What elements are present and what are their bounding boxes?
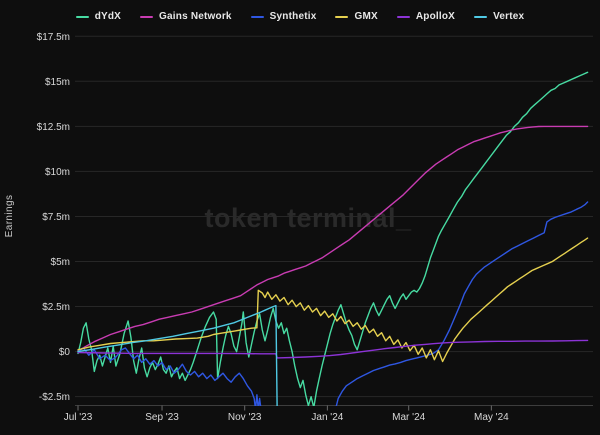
legend-label: GMX xyxy=(354,11,378,22)
legend-dash-icon xyxy=(335,15,349,18)
legend-dash-icon xyxy=(474,15,488,18)
y-tick-label: $17.5m xyxy=(37,32,70,43)
legend-label: dYdX xyxy=(94,11,122,22)
series-line-vertex xyxy=(77,304,278,406)
legend-label: Synthetix xyxy=(269,11,317,22)
x-tick-label: May '24 xyxy=(474,412,509,423)
legend-item-dydx[interactable]: dYdX xyxy=(75,11,122,22)
y-tick-label: $12.5m xyxy=(37,122,70,133)
y-tick-label: $10m xyxy=(45,167,70,178)
legend-dash-icon xyxy=(140,15,154,18)
y-tick-label: $15m xyxy=(45,77,70,88)
x-tick-label: Nov '23 xyxy=(228,412,262,423)
y-tick-label: $7.5m xyxy=(42,212,70,223)
watermark: token terminal_ xyxy=(204,203,412,233)
legend-item-synthetix[interactable]: Synthetix xyxy=(250,11,317,22)
series-line-synthetix xyxy=(77,201,589,406)
legend-dash-icon xyxy=(75,15,89,18)
x-tick-label: Sep '23 xyxy=(145,412,179,423)
x-tick-label: Jan '24 xyxy=(311,412,343,423)
legend-label: Vertex xyxy=(493,11,525,22)
legend-item-vertex[interactable]: Vertex xyxy=(474,11,524,22)
chart-legend: dYdX Gains Network Synthetix GMX ApolloX Vert… xyxy=(0,11,600,22)
legend-label: Gains Network xyxy=(159,11,232,22)
legend-item-gmx[interactable]: GMX xyxy=(335,11,378,22)
legend-dash-icon xyxy=(250,15,264,18)
legend-item-apollox[interactable]: ApolloX xyxy=(396,11,456,22)
y-axis-title: Earnings xyxy=(4,195,15,238)
y-tick-label: $0 xyxy=(59,347,71,358)
y-tick-label: $5m xyxy=(51,257,70,268)
series-line-gmx xyxy=(77,237,589,363)
y-tick-label: -$2.5m xyxy=(39,392,70,403)
legend-item-gains-network[interactable]: Gains Network xyxy=(140,11,232,22)
legend-dash-icon xyxy=(396,15,410,18)
series-line-apollox xyxy=(77,339,589,359)
x-tick-label: Mar '24 xyxy=(392,412,425,423)
y-tick-label: $2.5m xyxy=(42,302,70,313)
series-line-gains-network xyxy=(77,125,589,352)
legend-label: ApolloX xyxy=(415,11,456,22)
series-group xyxy=(77,71,589,406)
series-line-dydx xyxy=(77,71,589,406)
x-tick-label: Jul '23 xyxy=(64,412,93,423)
